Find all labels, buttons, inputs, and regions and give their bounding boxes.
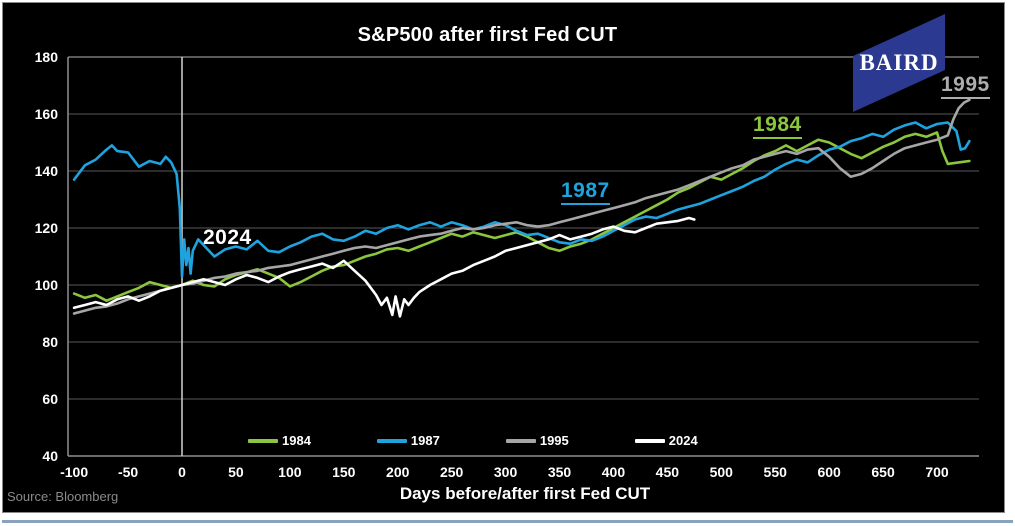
- annotation-1987: 1987: [561, 179, 610, 206]
- legend-item-1984: 1984: [248, 433, 311, 448]
- legend-label-1987: 1987: [410, 433, 440, 448]
- y-tick-label-120: 120: [34, 220, 58, 236]
- baird-logo-shape: [853, 14, 945, 112]
- chart-title: S&P500 after first Fed CUT: [357, 24, 618, 46]
- x-tick-label-300: 300: [493, 464, 518, 480]
- source-note: Source: Bloomberg: [7, 489, 119, 504]
- y-tick-label-100: 100: [34, 277, 58, 293]
- x-tick-label-400: 400: [601, 464, 626, 480]
- y-tick-label-40: 40: [42, 448, 58, 464]
- annotation-2024: 2024: [203, 226, 252, 249]
- annotation-1995: 1995: [941, 73, 990, 100]
- baird-logo-text: BAIRD: [859, 50, 939, 75]
- bottom-accent-line: [2, 520, 1013, 523]
- x-tick-label-150: 150: [332, 464, 356, 480]
- x-tick-label-200: 200: [386, 464, 410, 480]
- x-tick-label-700: 700: [925, 464, 949, 480]
- x-tick-label-600: 600: [817, 464, 841, 480]
- x-tick-label--50: -50: [117, 464, 139, 480]
- y-tick-label-60: 60: [42, 391, 58, 407]
- legend-swatch-1987: [376, 438, 407, 443]
- y-tick-label-140: 140: [34, 163, 58, 179]
- legend-item-2024: 2024: [634, 433, 698, 448]
- x-tick-label-450: 450: [655, 464, 680, 480]
- annotation-1984: 1984: [753, 113, 802, 140]
- legend-label-2024: 2024: [668, 433, 698, 448]
- x-tick-label-50: 50: [228, 464, 244, 480]
- x-tick-label-350: 350: [547, 464, 572, 480]
- baird-logo: [853, 14, 945, 112]
- legend-swatch-1984: [248, 438, 278, 443]
- x-tick-label-250: 250: [439, 464, 464, 480]
- legend-swatch-1995: [505, 438, 536, 443]
- x-tick-label-550: 550: [763, 464, 787, 480]
- x-tick-label--100: -100: [60, 464, 89, 480]
- x-tick-label-650: 650: [871, 464, 895, 480]
- x-tick-label-0: 0: [178, 464, 186, 480]
- x-tick-label-100: 100: [278, 464, 302, 480]
- x-axis-title: Days before/after first Fed CUT: [399, 484, 651, 503]
- legend-item-1995: 1995: [505, 433, 569, 448]
- legend-item-1987: 1987: [376, 433, 440, 448]
- y-tick-label-80: 80: [42, 334, 58, 350]
- y-tick-label-160: 160: [34, 106, 58, 122]
- chart-legend: 1984 1987 1995 2024: [248, 433, 698, 448]
- legend-label-1984: 1984: [282, 433, 311, 448]
- x-tick-label-500: 500: [709, 464, 733, 480]
- legend-swatch-2024: [634, 438, 665, 443]
- y-tick-label-180: 180: [34, 49, 58, 65]
- legend-label-1995: 1995: [539, 433, 569, 448]
